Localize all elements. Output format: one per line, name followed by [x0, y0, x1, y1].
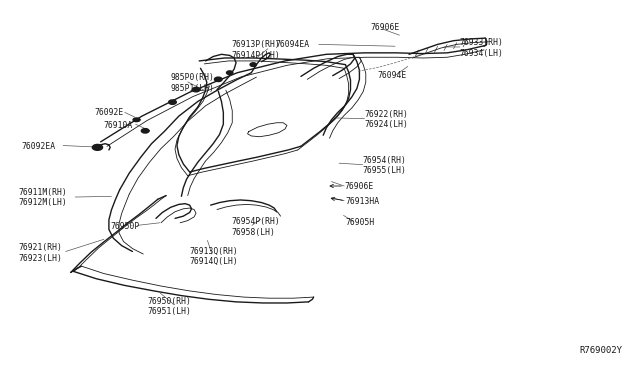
Text: 76906E: 76906E [371, 23, 400, 32]
Circle shape [214, 77, 222, 81]
Circle shape [141, 129, 149, 133]
Circle shape [133, 118, 140, 122]
Text: 76950P: 76950P [110, 222, 140, 231]
Text: 76905H: 76905H [346, 218, 374, 227]
Circle shape [92, 144, 102, 150]
Text: 76913P(RH)
76914P(LH): 76913P(RH) 76914P(LH) [231, 40, 280, 60]
Text: 76921(RH)
76923(LH): 76921(RH) 76923(LH) [18, 243, 62, 263]
Text: 76933(RH)
76934(LH): 76933(RH) 76934(LH) [460, 38, 504, 58]
Text: 76092EA: 76092EA [21, 142, 55, 151]
Text: 76910A: 76910A [104, 121, 133, 130]
Text: 76913HA: 76913HA [346, 197, 380, 206]
Text: 76094EA: 76094EA [275, 40, 310, 49]
Circle shape [169, 100, 176, 104]
Text: 76913Q(RH)
76914Q(LH): 76913Q(RH) 76914Q(LH) [189, 247, 239, 266]
Text: 76911M(RH)
76912M(LH): 76911M(RH) 76912M(LH) [18, 188, 67, 208]
Text: 76906E: 76906E [344, 182, 373, 191]
Text: 76094E: 76094E [377, 71, 406, 80]
Circle shape [227, 71, 233, 74]
Circle shape [192, 87, 200, 92]
Text: 76954(RH)
76955(LH): 76954(RH) 76955(LH) [363, 156, 406, 176]
Text: 76954P(RH)
76958(LH): 76954P(RH) 76958(LH) [231, 218, 280, 237]
Text: R769002Y: R769002Y [579, 346, 622, 355]
Text: 985P0(RH)
985P1(LH): 985P0(RH) 985P1(LH) [171, 73, 214, 93]
Text: 76922(RH)
76924(LH): 76922(RH) 76924(LH) [365, 110, 408, 129]
Text: 76092E: 76092E [94, 108, 124, 117]
Circle shape [250, 63, 257, 67]
Text: 76950(RH)
76951(LH): 76950(RH) 76951(LH) [147, 297, 191, 316]
